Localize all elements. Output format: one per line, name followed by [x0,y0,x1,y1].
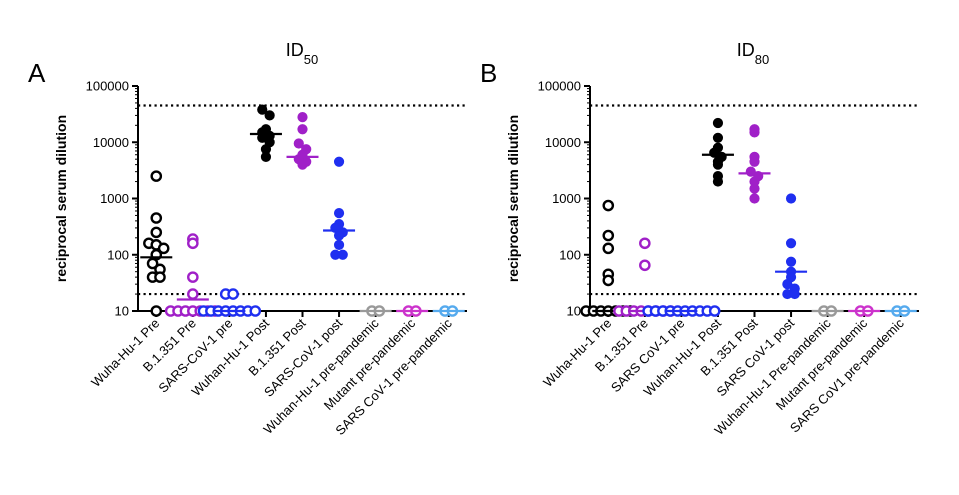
y-tick-label: 100000 [538,79,581,94]
data-point [333,239,345,250]
data-point [187,237,199,250]
data-point [297,159,308,170]
data-point [333,230,345,241]
data-point [297,124,308,135]
panel-title-subscript: 80 [755,52,769,67]
panel-a-id50: A ID50 reciprocal serum dilution 10 100 1000 1… [28,40,467,438]
data-point [602,274,615,287]
data-point [785,193,797,204]
data-point [150,226,163,239]
data-point [602,242,615,255]
data-point [749,193,760,204]
panel-title-main: ID [737,40,755,60]
data-point [260,151,272,162]
panel-letter: B [480,58,497,88]
data-point [712,117,724,129]
panel-title-main: ID [286,40,304,60]
y-axis-title: reciprocal serum dilution [505,115,521,282]
data-point [333,208,345,219]
data-point [639,237,651,250]
y-tick-label: 10 [115,304,129,319]
y-tick-label: 100 [559,247,581,262]
data-point [708,305,721,317]
data-point [712,176,724,187]
data-point [187,271,199,283]
panel-title: ID80 [737,40,769,67]
data-point [187,288,199,300]
data-point [337,249,348,260]
data-point [785,256,797,267]
data-point [154,271,166,283]
panel-title: ID50 [286,40,318,67]
y-tick-label: 10000 [545,135,581,150]
data-point [157,242,170,255]
data-point [639,259,651,272]
data-point [749,156,760,167]
data-point [264,110,275,121]
data-point [150,212,163,224]
data-point [333,156,345,167]
panel-letter: A [28,58,46,88]
y-tick-label: 10000 [93,135,129,150]
y-tick-label: 1000 [552,191,581,206]
y-axis-title: reciprocal serum dilution [53,115,69,282]
data-point [150,170,163,182]
data-point [749,183,760,194]
data-point [602,229,615,242]
data-point [293,138,304,149]
y-tick-label: 100000 [86,79,129,94]
data-point [712,132,724,143]
data-point [712,159,724,170]
data-point [227,288,239,300]
data-point [257,104,268,115]
panel-b-id80: B ID80 reciprocal serum dilution 10 100 1000 1… [480,40,919,438]
data-point [789,288,800,300]
data-point [602,199,615,212]
data-point [249,305,262,317]
y-tick-label: 1000 [100,191,129,206]
data-point [749,127,760,138]
panel-title-subscript: 50 [304,52,318,67]
y-tick-label: 100 [107,247,129,262]
data-point [297,111,308,123]
data-point [782,279,793,290]
data-point [785,238,797,249]
data-point [150,305,163,317]
y-tick-label: 10 [567,304,581,319]
data-point [146,257,159,270]
